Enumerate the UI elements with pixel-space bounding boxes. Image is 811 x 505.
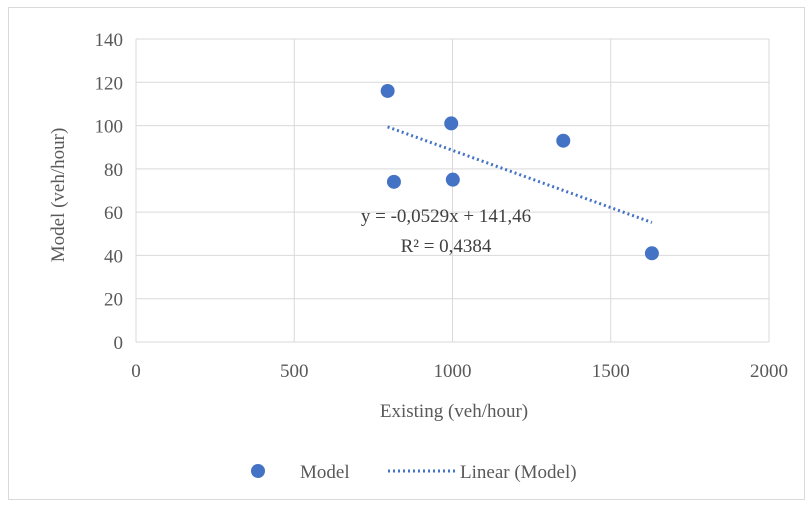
y-tick-label: 80 — [104, 160, 123, 181]
horizontal-gridlines — [136, 38, 769, 343]
data-point — [445, 172, 460, 187]
vertical-gridlines — [135, 39, 770, 342]
data-points — [380, 83, 659, 261]
x-tick-label: 2000 — [750, 361, 788, 382]
y-tick-label: 100 — [95, 117, 124, 138]
data-point — [444, 116, 459, 131]
legend-marker-model — [251, 464, 265, 478]
y-tick-label: 60 — [104, 203, 123, 224]
data-point — [644, 246, 659, 261]
data-point — [556, 133, 571, 148]
x-tick-label: 1000 — [434, 361, 472, 382]
legend-label-model: Model — [300, 462, 350, 483]
trendline-r-squared: R² = 0,4384 — [401, 236, 492, 257]
x-axis-title: Existing (veh/hour) — [380, 401, 528, 422]
data-point — [380, 83, 395, 98]
data-point — [386, 174, 401, 189]
legend: Model Linear (Model) — [251, 462, 577, 483]
legend-label-linear: Linear (Model) — [460, 462, 577, 483]
x-tick-label: 1500 — [592, 361, 630, 382]
x-tick-label: 0 — [131, 361, 141, 382]
y-axis-tick-labels: 0 20 40 60 80 100 120 140 — [95, 30, 124, 354]
trendline-equation: y = -0,0529x + 141,46 — [361, 206, 531, 227]
x-axis-tick-labels: 0 500 1000 1500 2000 — [131, 361, 788, 382]
y-tick-label: 40 — [104, 246, 123, 267]
y-tick-label: 120 — [95, 73, 124, 94]
chart-frame — [8, 7, 805, 500]
y-tick-label: 140 — [95, 30, 124, 51]
y-axis-title: Model (veh/hour) — [48, 128, 69, 263]
y-tick-label: 20 — [104, 290, 123, 311]
linear-trendline — [387, 125, 653, 224]
x-tick-label: 500 — [280, 361, 309, 382]
y-tick-label: 0 — [114, 333, 124, 354]
